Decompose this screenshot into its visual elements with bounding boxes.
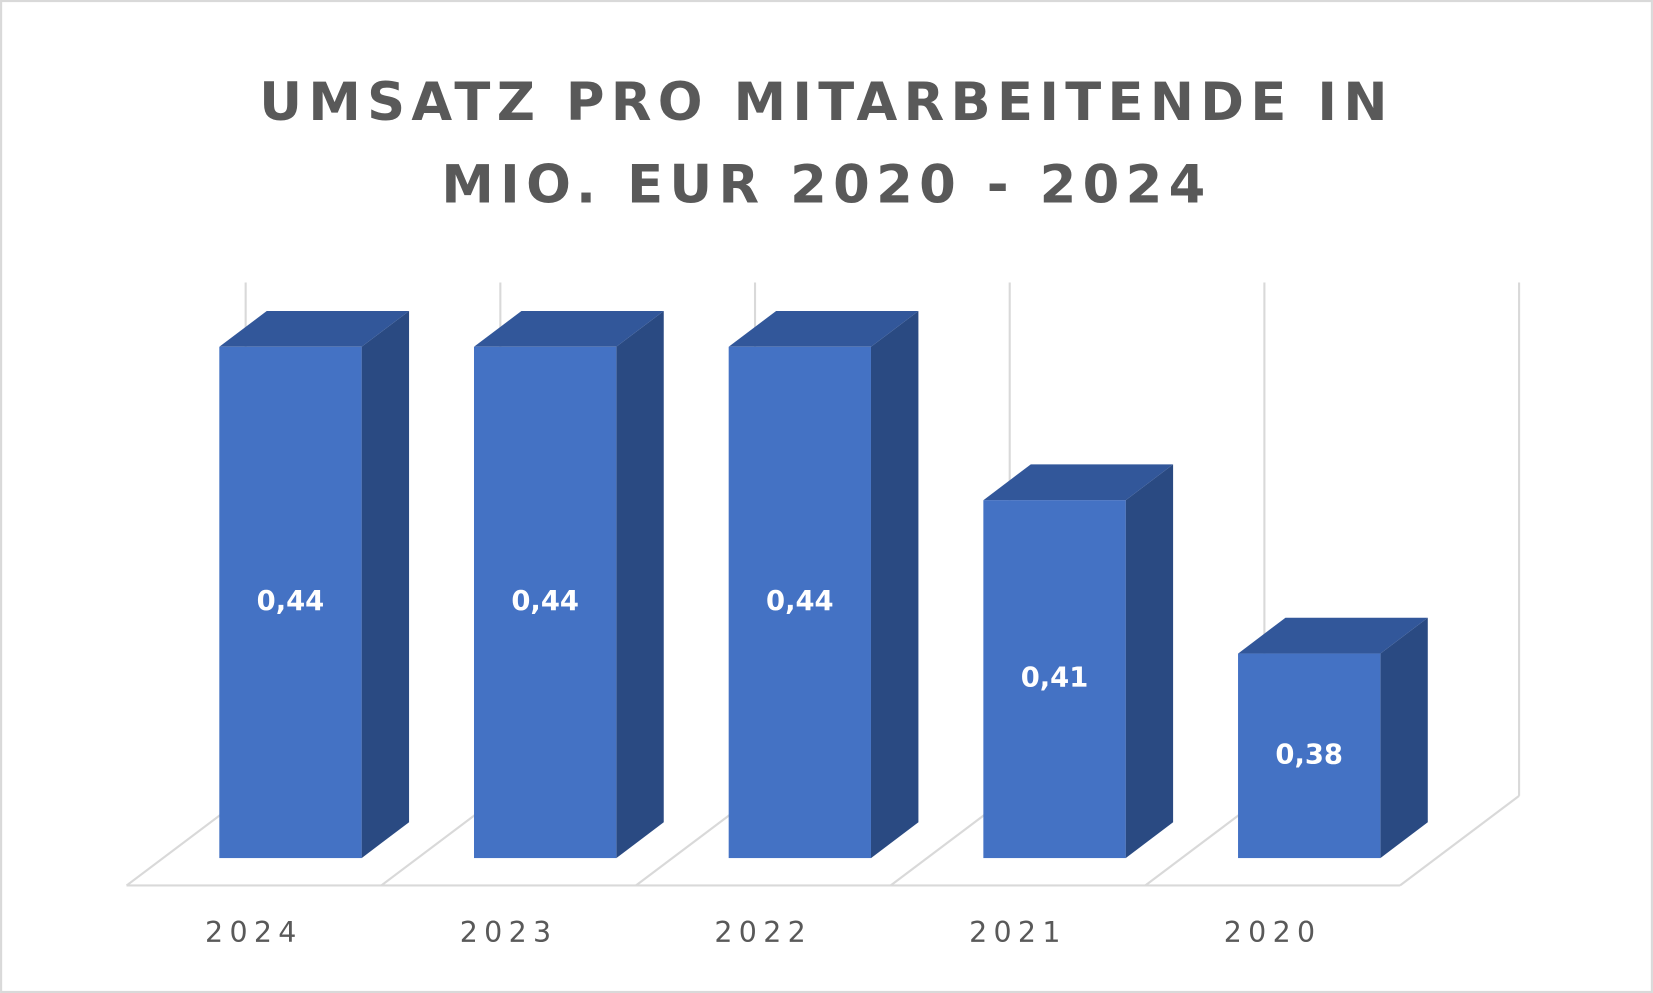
x-tick-label: 2021 xyxy=(969,916,1067,949)
bar xyxy=(983,464,1174,859)
value-label: 0,44 xyxy=(511,586,579,617)
bar-top xyxy=(473,310,664,347)
chart-title: UMSATZ PRO MITARBEITENDE IN MIO. EUR 202… xyxy=(259,71,1394,216)
bar-top xyxy=(219,310,410,347)
bar-side xyxy=(1125,464,1174,859)
x-tick-label: 2024 xyxy=(205,916,303,949)
bars: 0,44 2024 0,44 2023 0,44 2022 0,41 2021 0,38 2020 xyxy=(205,310,1428,949)
bar-side xyxy=(1380,617,1428,859)
bar-top xyxy=(1238,617,1428,654)
bar xyxy=(219,310,410,859)
bar-side xyxy=(870,310,919,859)
floor-divider xyxy=(1399,795,1520,887)
x-tick-label: 2023 xyxy=(460,916,558,949)
x-tick-label: 2020 xyxy=(1224,916,1322,949)
bar-front xyxy=(473,346,617,859)
bar xyxy=(1238,617,1428,859)
bar-side xyxy=(361,310,410,859)
title-box: UMSATZ PRO MITARBEITENDE IN MIO. EUR 202… xyxy=(259,71,1394,216)
value-label: 0,38 xyxy=(1275,739,1343,770)
bar xyxy=(728,310,919,859)
bar-front xyxy=(219,346,362,859)
bar-front xyxy=(983,500,1126,859)
bar-side xyxy=(616,310,664,859)
bar xyxy=(473,310,664,859)
bar-front xyxy=(728,346,871,859)
bar-top xyxy=(983,464,1174,501)
x-tick-label: 2022 xyxy=(714,916,812,949)
bar-front xyxy=(1238,653,1381,859)
bar-top xyxy=(728,310,919,347)
value-label: 0,41 xyxy=(1021,663,1089,694)
value-label: 0,44 xyxy=(257,586,325,617)
value-label: 0,44 xyxy=(766,586,834,617)
